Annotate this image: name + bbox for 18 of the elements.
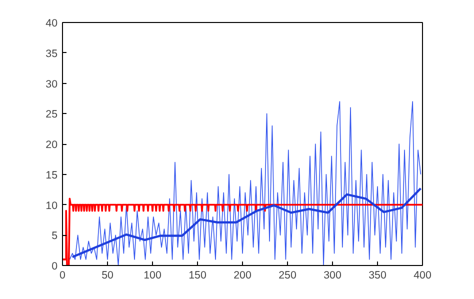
- x-tick-label: 400: [414, 270, 432, 282]
- y-tick-label: 15: [46, 169, 58, 182]
- x-tick-label: 350: [368, 270, 386, 282]
- y-tick-label: 30: [46, 78, 58, 90]
- x-tick-label: 50: [102, 270, 114, 282]
- y-tick-label: 40: [46, 18, 58, 30]
- x-tick-label: 100: [144, 270, 162, 282]
- y-tick-label: 20: [46, 139, 58, 151]
- x-tick-label: 250: [278, 270, 296, 282]
- x-tick-label: 0: [60, 270, 66, 282]
- y-tick-label: 10: [46, 200, 58, 212]
- x-tick-label: 150: [188, 270, 206, 282]
- x-tick-label: 300: [324, 270, 342, 282]
- y-tick-label: 5: [52, 230, 58, 242]
- y-tick-label: 25: [46, 108, 58, 121]
- y-tick-label: 0: [52, 260, 58, 272]
- y-tick-label: 35: [46, 48, 58, 60]
- x-tick-label: 200: [234, 270, 252, 282]
